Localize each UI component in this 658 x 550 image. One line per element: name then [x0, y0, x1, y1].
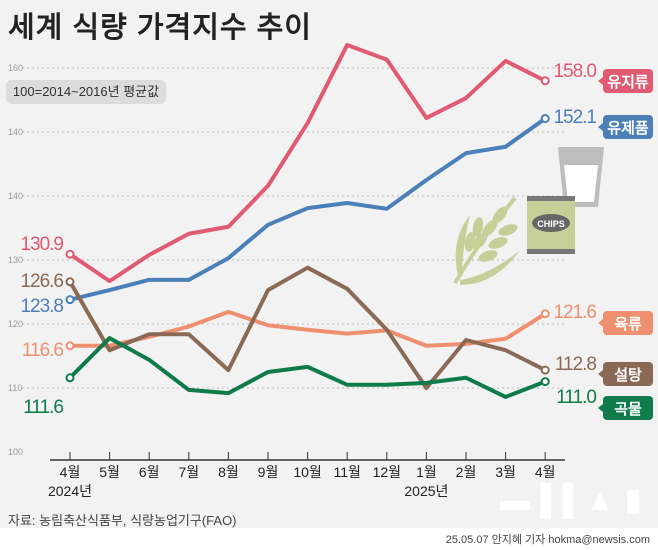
x-tick-label: 4월: [535, 464, 556, 480]
y-tick-label: 110: [8, 383, 22, 393]
series-badge: [603, 69, 653, 93]
y-tick-label: 130: [8, 255, 23, 265]
data-point: [65, 277, 75, 287]
x-tick-label: 8월: [218, 464, 239, 480]
badge-pointer: [598, 123, 603, 131]
baseline-note: 100=2014~2016년 평균값: [6, 80, 166, 104]
x-tick-label: 5월: [99, 464, 120, 480]
badge-pointer: [598, 77, 603, 85]
start-value-label: 123.8: [20, 296, 63, 317]
series-0: [65, 42, 550, 284]
end-value-label: 158.0: [553, 61, 596, 82]
series-line: [68, 336, 546, 399]
data-point: [540, 76, 550, 86]
data-point: [540, 377, 550, 387]
y-tick-label: 140: [8, 191, 23, 201]
gridlines: 160 140 140 130 120 110 100: [8, 63, 565, 457]
data-point: [540, 309, 550, 319]
x-tick-label: 3월: [495, 464, 516, 480]
series-line: [69, 116, 547, 302]
value-labels: 130.9 158.0 유지류 123.8 152.1 유제품 116.6 121.6 육류 12…: [20, 61, 653, 420]
series-line: [68, 265, 547, 390]
y-tick-label: 120: [8, 319, 23, 329]
data-point: [65, 373, 75, 383]
x-tick-label: 4월: [60, 464, 81, 480]
chips-text: CHIPS: [537, 219, 565, 229]
food-illustrations: CHIPS: [453, 147, 604, 285]
start-value-label: 111.6: [23, 397, 63, 418]
wheat-icon: [453, 196, 520, 285]
end-value-label: 112.8: [555, 354, 597, 375]
series-name-label: 유지류: [607, 74, 649, 91]
data-point: [65, 341, 75, 351]
y-tick-label: 100: [8, 447, 23, 457]
start-value-label: 116.6: [22, 340, 64, 361]
end-value-label: 111.0: [556, 387, 596, 408]
milk-glass-icon: [558, 147, 604, 207]
series-1: [65, 114, 550, 305]
x-tick-label: 6월: [139, 464, 160, 480]
x-tick-label: 10월: [293, 464, 321, 480]
series-lines: [65, 42, 550, 399]
x-tick-label: 1월: [416, 464, 437, 480]
data-point: [540, 114, 550, 124]
series-badge: [603, 362, 653, 386]
badge-pointer: [598, 319, 603, 327]
data-point: [65, 249, 75, 259]
series-name-label: 유제품: [607, 120, 649, 137]
start-value-label: 130.9: [20, 234, 63, 255]
source-text: 자료: 농림축산식품부, 식량농업기구(FAO): [8, 513, 237, 528]
y-tick-label: 140: [8, 127, 23, 137]
end-value-label: 121.6: [553, 302, 596, 323]
series-badge: [603, 115, 653, 139]
badge-pointer: [598, 370, 603, 378]
credit-text: 25.05.07 안지혜 기자 hokma@newsis.com: [445, 534, 650, 546]
x-tick-label: 9월: [258, 464, 279, 480]
x-axis: 4월 5월 6월 7월 8월 9월 10월 11월 12월 1월 2월 3월 4월 2024년 2025년: [48, 452, 565, 499]
newsis-logo: ▬ ▌▌▲ ▮: [500, 484, 643, 517]
series-badge: [603, 396, 653, 420]
start-value-label: 126.6: [20, 271, 63, 292]
series-name-label: 육류: [614, 316, 642, 333]
data-point: [65, 295, 75, 305]
y-tick-label: 160: [8, 63, 23, 73]
series-2: [65, 309, 550, 351]
series-name-label: 설탕: [614, 366, 642, 384]
chips-bag-icon: CHIPS: [527, 196, 575, 254]
series-line: [68, 42, 547, 284]
chart-title: 세계 식량 가격지수 추이: [8, 12, 312, 44]
year-label: 2024년: [48, 483, 92, 499]
data-point: [540, 365, 550, 375]
badge-pointer: [598, 404, 603, 412]
year-label: 2025년: [404, 483, 448, 499]
x-tick-label: 7월: [178, 464, 199, 480]
x-tick-label: 12월: [373, 464, 401, 480]
end-value-label: 152.1: [553, 107, 596, 128]
series-name-label: 곡물: [614, 401, 642, 418]
series-badge: [603, 311, 653, 335]
x-tick-label: 11월: [333, 464, 360, 480]
x-tick-label: 2월: [456, 464, 477, 480]
series-line: [70, 309, 547, 348]
series-4: [65, 336, 550, 399]
series-3: [65, 265, 550, 390]
